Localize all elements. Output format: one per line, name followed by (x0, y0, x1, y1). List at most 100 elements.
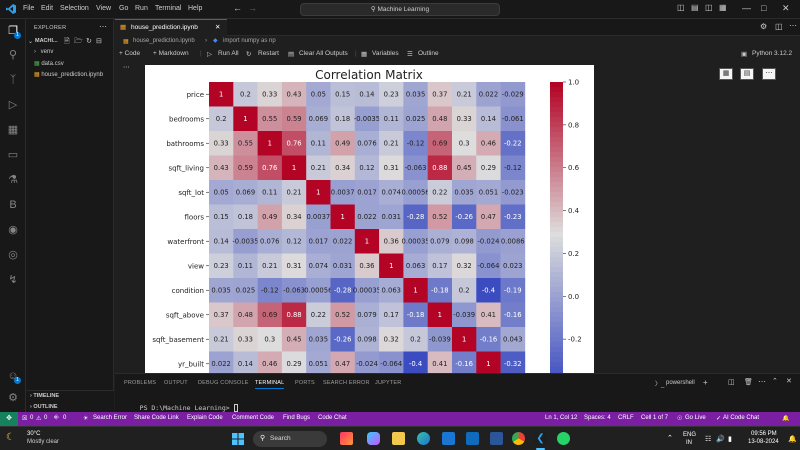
live-share-icon[interactable]: ↯ (8, 274, 18, 286)
more-actions-icon[interactable]: ⋯ (789, 21, 797, 30)
comment-code-button[interactable]: Comment Code (232, 415, 275, 421)
menu-edit[interactable]: Edit (41, 5, 54, 12)
restart-button[interactable]: Restart (258, 50, 279, 57)
github-icon[interactable]: ◉ (8, 224, 18, 236)
warnings-count[interactable]: 0 (44, 415, 48, 421)
search-error-button[interactable]: Search Error (93, 415, 128, 421)
remote-explorer-icon[interactable]: ▭ (7, 149, 19, 161)
account-icon[interactable]: ☺ (7, 370, 19, 382)
edge-browser-icon[interactable] (417, 432, 430, 445)
folder-chevron-down-icon[interactable]: ⌄ (28, 39, 34, 45)
extensions-icon[interactable]: ▦ (7, 124, 19, 136)
copilot-icon[interactable]: ◎ (8, 249, 18, 261)
outline-section[interactable]: › OUTLINE (30, 404, 58, 410)
menu-go[interactable]: Go (119, 5, 129, 12)
timeline-section[interactable]: › TIMELINE (30, 393, 60, 399)
maximize-icon[interactable]: □ (761, 3, 767, 13)
language-indicator[interactable]: ENG (683, 432, 697, 438)
show-hidden-icons[interactable]: ⌃ (667, 435, 673, 442)
explain-code-button[interactable]: Explain Code (187, 415, 223, 421)
errors-count[interactable]: 0 (30, 415, 34, 421)
battery-icon[interactable]: ▮ (728, 436, 732, 443)
find-bugs-button[interactable]: Find Bugs (283, 415, 311, 421)
more-actions-icon[interactable]: ⋯ (123, 64, 130, 71)
forward-arrow-icon[interactable]: → (248, 3, 257, 13)
variables-button[interactable]: Variables (372, 50, 399, 57)
back-arrow-icon[interactable]: ← (233, 3, 242, 13)
menu-terminal[interactable]: Terminal (155, 5, 182, 12)
menu-run[interactable]: Run (135, 5, 148, 12)
new-folder-icon[interactable]: 🗁 (74, 38, 83, 45)
notifications-icon[interactable]: 🔔 (788, 436, 797, 443)
wifi-icon[interactable]: ☷ (705, 436, 712, 443)
command-center[interactable]: ⚲ Machine Learning (300, 3, 500, 16)
tab-output[interactable]: OUTPUT (164, 380, 188, 386)
volume-icon[interactable]: 🔊 (716, 436, 725, 443)
clock-date[interactable]: 13-08-2024 (748, 439, 779, 445)
source-control-icon[interactable]: ᛉ (9, 74, 17, 86)
notifications-bell-icon[interactable]: 🔔 (782, 416, 790, 422)
split-terminal-icon[interactable]: ◫ (728, 379, 735, 386)
output-more-icon[interactable]: ⋯ (762, 68, 776, 80)
share-code-link-button[interactable]: Share Code Link (134, 415, 179, 421)
file-explorer-icon[interactable] (392, 432, 405, 445)
word-app-icon[interactable] (490, 432, 503, 445)
add-markdown-cell-button[interactable]: + Markdown (153, 50, 189, 57)
weather-desc[interactable]: Mostly clear (27, 439, 60, 445)
collapse-all-icon[interactable]: ⊟ (96, 38, 102, 45)
whatsapp-app-icon[interactable] (557, 432, 570, 445)
refresh-icon[interactable]: ↻ (86, 38, 92, 45)
run-debug-icon[interactable]: ▷ (8, 99, 18, 111)
taskbar-search-box[interactable]: ⚲ Search (253, 431, 327, 447)
start-windows-icon[interactable] (232, 433, 244, 445)
clear-all-outputs-button[interactable]: Clear All Outputs (299, 50, 348, 57)
close-icon[interactable]: ✕ (782, 3, 790, 13)
cursor-position[interactable]: Ln 1, Col 12 (545, 415, 578, 421)
minimize-icon[interactable]: — (742, 3, 751, 13)
tab-terminal[interactable]: TERMINAL (255, 380, 285, 389)
vscode-app-icon[interactable]: ❮ (534, 432, 547, 445)
customize-layout-icon[interactable]: ▦ (719, 3, 727, 12)
toggle-secondary-sidebar-icon[interactable]: ◫ (705, 3, 713, 12)
store-app-icon[interactable] (442, 432, 455, 445)
menu-view[interactable]: View (96, 5, 112, 12)
extension-b-icon[interactable]: B (9, 199, 17, 211)
remote-indicator-icon[interactable]: ✥ (0, 412, 18, 426)
weather-icon[interactable]: ☾ (6, 432, 15, 443)
cell-indicator[interactable]: Cell 1 of 7 (641, 415, 669, 421)
new-file-icon[interactable]: 🗎 (64, 38, 70, 45)
toggle-sidebar-icon[interactable]: ◫ (677, 3, 685, 12)
tab-jupyter[interactable]: JUPYTER (375, 380, 402, 386)
copilot-app-icon[interactable] (367, 432, 380, 445)
toggle-panel-icon[interactable]: ▤ (691, 3, 699, 12)
tab-problems[interactable]: PROBLEMS (124, 380, 157, 386)
settings-gear-icon[interactable]: ⚙ (8, 392, 18, 404)
menu-file[interactable]: File (23, 5, 35, 12)
run-all-button[interactable]: Run All (218, 50, 239, 57)
clock-time[interactable]: 09:56 PM (751, 431, 777, 437)
tree-item-venv[interactable]: › venv (34, 49, 53, 55)
tab-ports[interactable]: PORTS (295, 380, 315, 386)
terminal-shell-label[interactable]: powershell (666, 380, 695, 386)
add-code-cell-button[interactable]: + Code (119, 50, 141, 57)
kill-terminal-icon[interactable]: 🗑 (744, 379, 753, 386)
terminal[interactable]: PS D:\Machine Learning> (124, 396, 238, 420)
weather-temp[interactable]: 30°C (27, 431, 41, 437)
split-editor-icon[interactable]: ◫ (775, 22, 783, 31)
ports-count[interactable]: 0 (63, 415, 67, 421)
language-region[interactable]: IN (686, 440, 692, 446)
code-chat-button[interactable]: Code Chat (318, 415, 347, 421)
more-actions-icon[interactable]: ⋯ (758, 377, 766, 386)
tab-search-error[interactable]: SEARCH ERROR (323, 380, 370, 386)
tree-item-data-csv[interactable]: ▦ data.csv (34, 60, 64, 67)
tree-item-notebook[interactable]: ▦ house_prediction.ipynb (34, 71, 103, 78)
new-terminal-icon[interactable]: + (703, 378, 708, 387)
widgets-app-icon[interactable] (340, 432, 353, 445)
breadcrumb-cell[interactable]: import numpy as np (223, 38, 276, 44)
menu-help[interactable]: Help (188, 5, 203, 12)
close-panel-icon[interactable]: ✕ (786, 378, 792, 385)
testing-icon[interactable]: ⚗ (8, 174, 18, 186)
tab-house-prediction[interactable]: ▦ house_prediction.ipynb ✕ (115, 19, 227, 36)
explorer-icon[interactable]: ❐ (8, 25, 18, 37)
menu-selection[interactable]: Selection (60, 5, 89, 12)
